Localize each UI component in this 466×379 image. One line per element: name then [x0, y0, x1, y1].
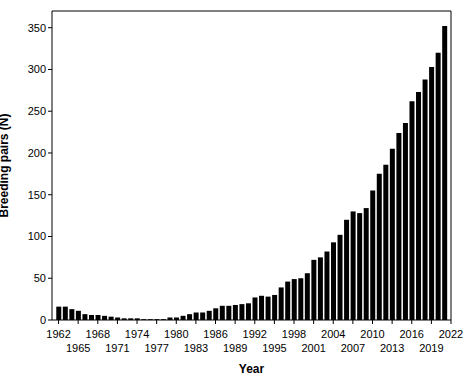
- svg-text:350: 350: [28, 22, 46, 34]
- svg-text:100: 100: [28, 230, 46, 242]
- svg-text:1974: 1974: [125, 328, 149, 340]
- svg-text:150: 150: [28, 189, 46, 201]
- svg-text:2001: 2001: [301, 342, 325, 354]
- svg-text:Year: Year: [239, 362, 265, 376]
- svg-text:1968: 1968: [86, 328, 110, 340]
- svg-text:250: 250: [28, 105, 46, 117]
- svg-text:1983: 1983: [184, 342, 208, 354]
- svg-text:2019: 2019: [419, 342, 443, 354]
- svg-text:1998: 1998: [282, 328, 306, 340]
- svg-text:2004: 2004: [321, 328, 345, 340]
- svg-text:0: 0: [40, 314, 46, 326]
- svg-text:200: 200: [28, 147, 46, 159]
- svg-text:1971: 1971: [105, 342, 129, 354]
- svg-text:1980: 1980: [164, 328, 188, 340]
- svg-text:1986: 1986: [203, 328, 227, 340]
- svg-text:1989: 1989: [223, 342, 247, 354]
- svg-text:50: 50: [34, 272, 46, 284]
- svg-text:2013: 2013: [380, 342, 404, 354]
- svg-text:Breeding pairs (N): Breeding pairs (N): [8, 113, 11, 217]
- svg-text:1995: 1995: [262, 342, 286, 354]
- svg-text:1962: 1962: [46, 328, 70, 340]
- svg-text:300: 300: [28, 63, 46, 75]
- svg-text:1965: 1965: [66, 342, 90, 354]
- svg-text:2010: 2010: [360, 328, 384, 340]
- svg-text:2022: 2022: [439, 328, 458, 340]
- svg-text:1992: 1992: [243, 328, 267, 340]
- svg-text:2007: 2007: [341, 342, 365, 354]
- svg-text:1977: 1977: [144, 342, 168, 354]
- svg-text:2016: 2016: [400, 328, 424, 340]
